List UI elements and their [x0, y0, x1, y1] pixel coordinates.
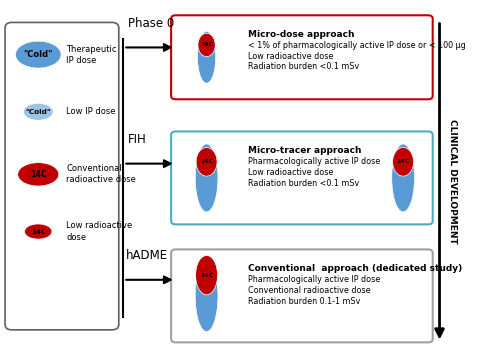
Ellipse shape — [24, 224, 52, 239]
Ellipse shape — [24, 103, 53, 120]
Text: Conventional  approach (dedicated study): Conventional approach (dedicated study) — [248, 264, 462, 273]
Text: Phase 0: Phase 0 — [128, 17, 174, 30]
Text: FIH: FIH — [128, 133, 146, 146]
Text: 14C: 14C — [200, 159, 213, 164]
Ellipse shape — [16, 41, 61, 68]
Text: 14C: 14C — [200, 42, 213, 48]
Ellipse shape — [196, 256, 218, 295]
Text: hADME: hADME — [126, 249, 168, 262]
FancyBboxPatch shape — [171, 249, 432, 342]
FancyBboxPatch shape — [171, 15, 432, 99]
Text: Pharmacologically active IP dose: Pharmacologically active IP dose — [248, 157, 380, 166]
Ellipse shape — [198, 33, 215, 57]
Text: Radiation burden <0.1 mSv: Radiation burden <0.1 mSv — [248, 179, 360, 188]
Text: Low radioactive dose: Low radioactive dose — [248, 52, 334, 61]
FancyBboxPatch shape — [171, 131, 432, 224]
Text: "Cold": "Cold" — [26, 109, 51, 115]
Ellipse shape — [195, 260, 218, 332]
Text: 14C: 14C — [200, 273, 213, 278]
Ellipse shape — [196, 147, 217, 176]
Text: Low radioactive
dose: Low radioactive dose — [66, 221, 132, 242]
Text: Low radioactive dose: Low radioactive dose — [248, 168, 334, 177]
Text: Pharmacologically active IP dose: Pharmacologically active IP dose — [248, 275, 380, 284]
Text: 14C: 14C — [30, 170, 46, 179]
Ellipse shape — [392, 147, 413, 176]
Text: 14C: 14C — [31, 229, 46, 234]
Text: "Cold": "Cold" — [24, 50, 53, 59]
Text: Conventional
radioactive dose: Conventional radioactive dose — [66, 164, 136, 184]
Text: Conventional radioactive dose: Conventional radioactive dose — [248, 286, 371, 295]
FancyBboxPatch shape — [5, 23, 119, 330]
Text: < 1% of pharmacologically active IP dose or < 100 μg: < 1% of pharmacologically active IP dose… — [248, 41, 466, 50]
Ellipse shape — [392, 144, 414, 212]
Ellipse shape — [195, 144, 218, 212]
Text: Therapeutic
IP dose: Therapeutic IP dose — [66, 45, 117, 65]
Text: Low IP dose: Low IP dose — [66, 107, 116, 116]
Text: Micro-dose approach: Micro-dose approach — [248, 30, 355, 38]
Text: CLINICAL DEVELOPMENT: CLINICAL DEVELOPMENT — [448, 119, 457, 244]
Text: 14C: 14C — [396, 159, 410, 164]
Text: Micro-tracer approach: Micro-tracer approach — [248, 146, 362, 155]
Ellipse shape — [18, 163, 59, 186]
Text: Radiation burden 0.1-1 mSv: Radiation burden 0.1-1 mSv — [248, 297, 361, 306]
Ellipse shape — [198, 31, 216, 83]
Text: Radiation burden <0.1 mSv: Radiation burden <0.1 mSv — [248, 62, 360, 72]
